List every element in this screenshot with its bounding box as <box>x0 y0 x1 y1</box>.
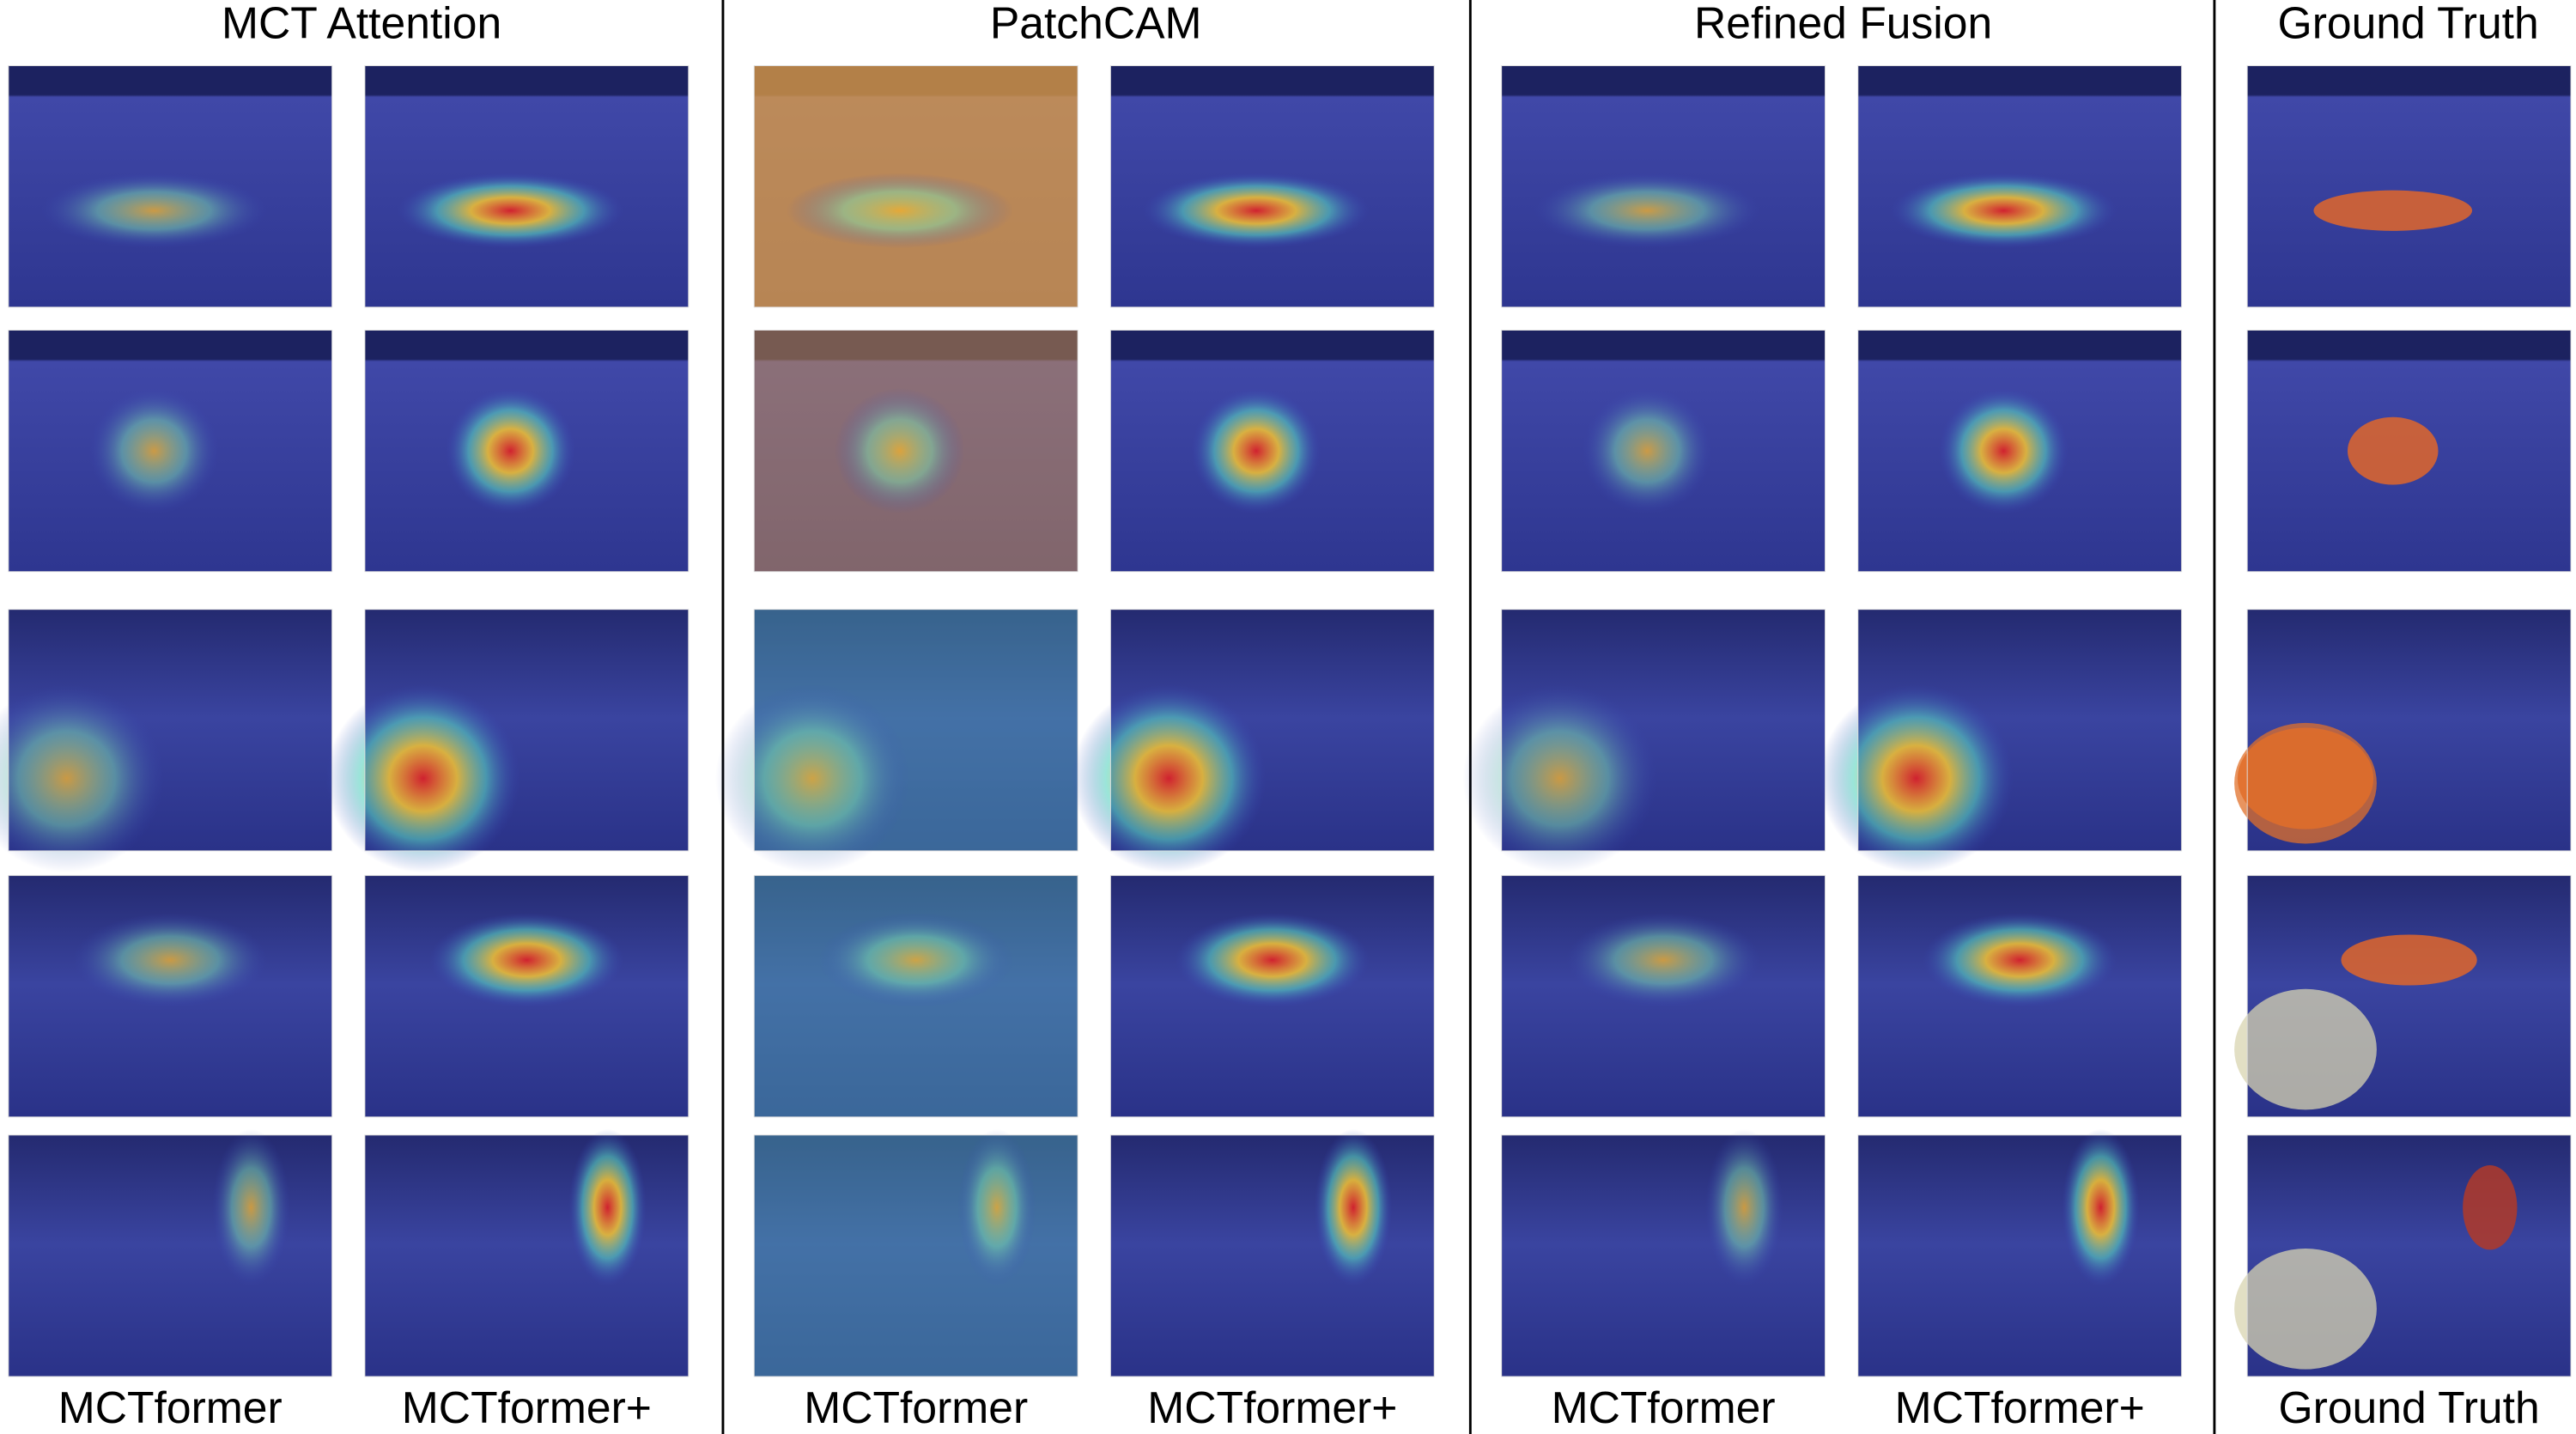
image-frame <box>2246 1134 2572 1377</box>
image-frame <box>1501 1134 1826 1377</box>
heat-blob <box>957 1128 1036 1286</box>
column-group-title: PatchCAM <box>990 0 1202 47</box>
image-frame <box>364 65 690 308</box>
image-frame <box>1109 1134 1435 1377</box>
heat-blob <box>89 387 219 514</box>
image-frame <box>2246 330 2572 573</box>
image-frame <box>2246 609 2572 852</box>
image-frame <box>1109 875 1435 1118</box>
heat-blob <box>1143 173 1370 249</box>
image-frame <box>8 65 333 308</box>
column-label: MCTformer <box>1552 1382 1776 1432</box>
heat-blob <box>446 387 575 514</box>
image-frame <box>8 330 333 573</box>
image-frame <box>364 330 690 573</box>
column-group-title: MCT Attention <box>222 0 501 47</box>
image-frame <box>8 875 333 1118</box>
image-frame <box>364 609 690 852</box>
image-frame <box>1501 65 1826 308</box>
column-group-title: Refined Fusion <box>1694 0 1992 47</box>
mask-region <box>2347 416 2439 485</box>
image-frame <box>753 1134 1078 1377</box>
image-frame <box>1501 875 1826 1118</box>
mask-region <box>2341 934 2477 986</box>
heat-blob <box>568 1128 647 1286</box>
mask-region <box>2463 1164 2518 1250</box>
heat-blob <box>1462 684 1657 873</box>
heat-blob <box>1939 387 2069 514</box>
image-frame <box>8 1134 333 1377</box>
image-frame <box>1857 330 2183 573</box>
column-label: MCTformer+ <box>1895 1382 2145 1432</box>
heat-blob <box>1314 1128 1393 1286</box>
heat-blob <box>2062 1128 2140 1286</box>
image-frame <box>1501 609 1826 852</box>
heat-blob <box>715 684 910 873</box>
heat-blob <box>212 1128 290 1286</box>
mask-region <box>2234 722 2377 844</box>
heat-blob <box>1705 1128 1783 1286</box>
image-frame <box>8 609 333 852</box>
heat-blob <box>40 173 268 249</box>
image-frame <box>364 1134 690 1377</box>
heat-blob <box>1582 387 1712 514</box>
image-frame <box>1857 65 2183 308</box>
heat-blob <box>1923 913 2117 1007</box>
mask-region <box>2234 1249 2377 1370</box>
heat-blob <box>1566 913 1761 1007</box>
image-frame <box>753 330 1078 573</box>
heat-blob <box>1890 173 2117 249</box>
mask-region <box>2313 190 2473 231</box>
mask-region <box>2234 988 2377 1110</box>
image-frame <box>1109 330 1435 573</box>
heat-blob <box>818 913 1013 1007</box>
image-frame <box>1109 65 1435 308</box>
image-frame <box>753 65 1078 308</box>
heat-blob <box>0 684 164 873</box>
column-label: MCTformer+ <box>402 1382 652 1432</box>
image-frame <box>1857 609 2183 852</box>
heat-blob <box>325 684 520 873</box>
image-frame <box>2246 65 2572 308</box>
image-frame <box>753 609 1078 852</box>
image-frame <box>753 875 1078 1118</box>
image-frame <box>1857 1134 2183 1377</box>
heat-blob <box>429 913 624 1007</box>
heat-blob <box>786 173 1013 249</box>
column-label: MCTformer <box>58 1382 283 1432</box>
column-label: Ground Truth <box>2278 1382 2539 1432</box>
heat-blob <box>1175 913 1370 1007</box>
heat-blob <box>73 913 268 1007</box>
heat-blob <box>1819 684 2014 873</box>
heat-blob <box>397 173 624 249</box>
image-background <box>2247 65 2572 307</box>
column-label: MCTformer <box>804 1382 1028 1432</box>
heat-blob <box>1191 387 1321 514</box>
heat-blob <box>835 387 965 514</box>
image-frame <box>1857 875 2183 1118</box>
image-frame <box>2246 875 2572 1118</box>
heat-blob <box>1072 684 1267 873</box>
image-frame <box>1109 609 1435 852</box>
column-label: MCTformer+ <box>1147 1382 1397 1432</box>
image-frame <box>1501 330 1826 573</box>
heat-blob <box>1534 173 1761 249</box>
image-frame <box>364 875 690 1118</box>
column-group-title: Ground Truth <box>2278 0 2539 47</box>
